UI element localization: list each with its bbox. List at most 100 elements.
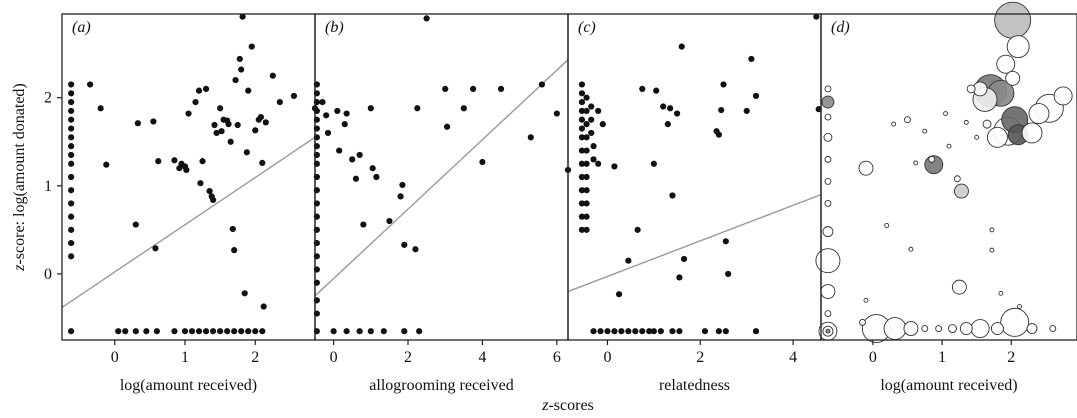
data-bubble [989,227,995,233]
data-point [68,213,75,220]
data-point [583,187,590,194]
data-point [68,253,75,260]
data-point [373,173,380,181]
data-point [618,328,625,335]
x-tick-label: 0 [111,349,119,366]
data-point [209,196,217,204]
data-point [68,160,75,167]
data-point [597,328,604,335]
data-bubble [1049,325,1057,332]
data-point [634,226,641,233]
data-point [578,187,586,194]
data-point [132,221,139,228]
data-point [538,81,546,88]
data-point [68,239,75,247]
data-bubble [946,143,952,149]
x-caption-italic: z [541,397,549,414]
data-point [211,121,218,129]
data-point [414,105,421,112]
data-point [234,121,241,129]
data-point [115,328,122,335]
data-point [238,66,245,73]
data-point [497,85,505,92]
data-point [611,163,618,170]
x-caption: z-scores [541,397,594,414]
data-point [360,221,367,228]
data-bubble [823,132,833,142]
data-point [252,127,259,134]
data-point [590,328,597,335]
data-bubble [1026,323,1038,334]
data-bubble [908,246,914,252]
data-point [257,113,264,121]
data-point [743,107,750,115]
data-bubble [921,325,929,332]
data-point [68,81,75,88]
data-point [583,160,590,167]
data-point [442,85,449,92]
data-point [578,147,586,154]
data-bubble [974,134,980,140]
data-point [153,328,160,335]
data-bubble [822,226,834,238]
data-bubble [859,318,866,326]
data-bubble [858,160,874,176]
data-point [578,200,586,207]
data-bubble [986,126,1008,148]
data-point [583,134,590,141]
data-point [599,121,606,128]
data-bubble [970,319,990,338]
data-point [336,147,343,154]
data-bubble [1053,86,1073,106]
data-point [722,238,729,245]
data-point [330,328,337,335]
data-point [213,129,220,137]
x-tick-label: 2 [696,349,704,366]
data-point [87,81,94,88]
data-point [134,120,141,127]
y-axis-label: z-score: log(amount donated) [11,83,28,272]
data-bubble [863,297,869,303]
data-bubble [1028,103,1050,125]
data-point [583,121,590,128]
data-point [578,99,586,106]
data-point [229,225,236,233]
data-point [583,107,590,115]
x-tick-label: 1 [181,349,189,366]
y-tick-label: 0 [44,266,52,283]
data-point [323,112,330,119]
data-point [349,156,356,163]
data-point [657,328,664,335]
panel-4: 0 1 2 (d) log(amount received) [815,1,1077,394]
data-point [443,123,451,130]
data-point [646,328,653,335]
data-point [748,55,755,63]
y-tick-label: 1 [44,178,52,195]
x-tick-label: 4 [789,349,797,366]
data-point [224,328,231,335]
data-point [583,173,590,181]
data-point [664,121,671,128]
x-tick-label: 2 [1007,349,1015,366]
panel-frame [61,13,316,341]
data-point [231,328,238,335]
data-point [202,85,210,92]
data-point [227,138,234,145]
data-point [259,159,266,167]
data-point [192,99,199,106]
data-bubble [959,322,973,335]
panel-label: (c) [578,19,596,36]
data-point [720,81,727,88]
data-point [578,134,586,141]
x-tick-label: 4 [478,349,486,366]
data-point [68,187,75,194]
x-axis-label: log(amount received) [120,377,257,394]
data-point [583,94,590,101]
data-point [676,328,683,335]
data-point [199,158,206,165]
data-point [460,105,467,112]
data-point [578,173,586,181]
data-point [578,116,586,123]
trend-line [314,59,569,297]
